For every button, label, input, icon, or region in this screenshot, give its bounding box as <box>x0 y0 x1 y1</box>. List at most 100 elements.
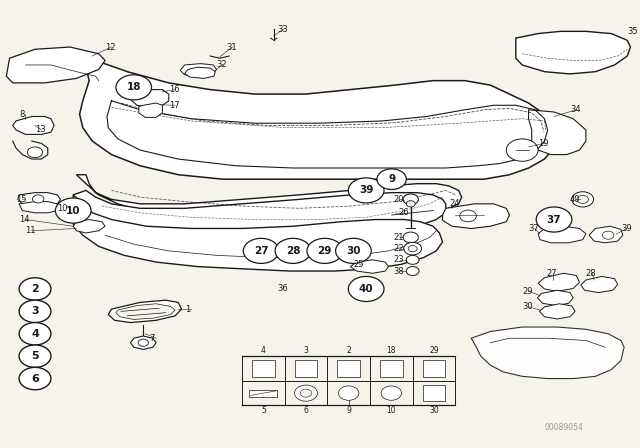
Text: 39: 39 <box>359 185 373 195</box>
Polygon shape <box>116 304 175 319</box>
Circle shape <box>403 194 419 205</box>
Polygon shape <box>108 300 182 323</box>
Polygon shape <box>131 336 156 349</box>
Text: 12: 12 <box>105 43 116 52</box>
Text: 27: 27 <box>547 269 557 278</box>
Text: 37: 37 <box>529 224 540 233</box>
Polygon shape <box>79 54 557 179</box>
Text: 17: 17 <box>169 101 179 110</box>
Circle shape <box>506 139 538 161</box>
Text: 36: 36 <box>277 284 288 293</box>
Polygon shape <box>73 195 443 271</box>
Circle shape <box>460 210 476 222</box>
Polygon shape <box>516 31 630 74</box>
Circle shape <box>56 198 91 223</box>
Text: 29: 29 <box>429 346 439 355</box>
Text: 10: 10 <box>387 406 396 415</box>
Circle shape <box>406 267 419 276</box>
Circle shape <box>19 367 51 390</box>
Polygon shape <box>580 276 618 293</box>
Text: 39: 39 <box>621 224 632 233</box>
Polygon shape <box>350 260 388 273</box>
Text: 7: 7 <box>150 334 155 343</box>
Circle shape <box>602 231 614 239</box>
Text: 23: 23 <box>394 255 404 264</box>
Polygon shape <box>529 110 586 155</box>
Polygon shape <box>73 220 105 233</box>
Text: 2: 2 <box>31 284 39 294</box>
Polygon shape <box>250 390 277 397</box>
Text: 31: 31 <box>226 43 237 52</box>
Text: 21: 21 <box>394 233 404 242</box>
Text: 9: 9 <box>346 406 351 415</box>
Circle shape <box>381 386 401 401</box>
Text: 33: 33 <box>277 25 288 34</box>
Text: 3: 3 <box>31 306 39 316</box>
Polygon shape <box>538 226 586 243</box>
Text: 28: 28 <box>586 269 596 278</box>
Text: 40: 40 <box>570 195 580 204</box>
Polygon shape <box>294 360 317 376</box>
Text: 11: 11 <box>26 226 36 235</box>
Text: 6: 6 <box>31 374 39 383</box>
Text: 00089054: 00089054 <box>544 423 583 432</box>
Text: 40: 40 <box>359 284 374 294</box>
Polygon shape <box>76 175 461 224</box>
Polygon shape <box>540 304 575 319</box>
Polygon shape <box>471 327 624 379</box>
Text: 5: 5 <box>261 406 266 415</box>
Text: 18: 18 <box>387 346 396 355</box>
Polygon shape <box>589 226 623 243</box>
Polygon shape <box>538 290 573 306</box>
Circle shape <box>19 278 51 300</box>
Text: 20: 20 <box>394 195 404 204</box>
Text: 30: 30 <box>429 406 439 415</box>
Text: 18: 18 <box>127 82 141 92</box>
Circle shape <box>307 238 342 263</box>
Text: 34: 34 <box>570 105 580 114</box>
Polygon shape <box>180 64 216 76</box>
Text: 24: 24 <box>449 199 460 208</box>
Circle shape <box>335 238 371 263</box>
Text: 13: 13 <box>35 125 45 134</box>
Polygon shape <box>73 190 446 240</box>
Text: 15: 15 <box>16 195 26 204</box>
Text: 27: 27 <box>254 246 268 256</box>
Polygon shape <box>13 116 54 134</box>
Circle shape <box>406 255 419 264</box>
Polygon shape <box>422 385 445 401</box>
Circle shape <box>403 232 419 243</box>
Text: 30: 30 <box>346 246 361 256</box>
Polygon shape <box>185 67 215 78</box>
Text: 30: 30 <box>522 302 533 311</box>
Circle shape <box>138 339 148 346</box>
Text: 25: 25 <box>353 260 364 269</box>
Text: 4: 4 <box>31 329 39 339</box>
Circle shape <box>300 389 312 397</box>
Text: 8: 8 <box>19 110 24 119</box>
Circle shape <box>577 195 588 203</box>
Circle shape <box>33 195 44 203</box>
Circle shape <box>339 386 359 401</box>
Text: 29: 29 <box>522 287 532 296</box>
Text: 2: 2 <box>346 346 351 355</box>
Polygon shape <box>139 103 163 117</box>
Text: 19: 19 <box>538 139 548 148</box>
Circle shape <box>19 323 51 345</box>
Polygon shape <box>18 193 61 206</box>
Text: 35: 35 <box>627 27 638 36</box>
Polygon shape <box>6 47 105 83</box>
Polygon shape <box>19 202 58 213</box>
Text: 1: 1 <box>185 305 190 314</box>
Polygon shape <box>422 360 445 376</box>
Circle shape <box>275 238 311 263</box>
Circle shape <box>19 300 51 323</box>
Text: 10: 10 <box>58 204 68 213</box>
Circle shape <box>536 207 572 232</box>
Circle shape <box>116 75 152 100</box>
Text: 28: 28 <box>285 246 300 256</box>
Circle shape <box>294 385 317 401</box>
Circle shape <box>404 242 422 255</box>
Text: 5: 5 <box>31 351 39 361</box>
Text: 10: 10 <box>66 206 81 215</box>
